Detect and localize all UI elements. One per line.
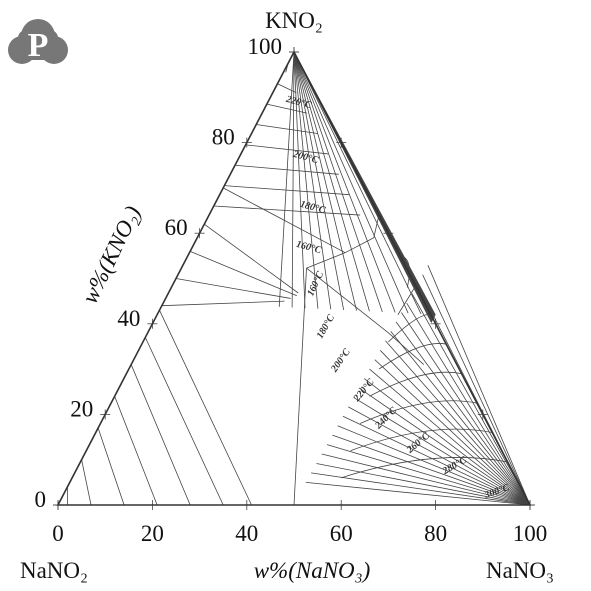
phase-line	[411, 293, 531, 506]
phase-line	[293, 51, 332, 310]
isotherm-curve	[359, 400, 477, 424]
left-axis-title: w%(KNO₂)	[77, 202, 146, 307]
isotherm-label: 220°C	[351, 377, 377, 405]
isotherm-label: 240°C	[373, 405, 400, 432]
phase-line	[175, 278, 291, 299]
phase-lines	[53, 47, 535, 510]
phase-line	[114, 396, 158, 506]
logo: P	[8, 19, 68, 64]
phase-line	[97, 427, 125, 506]
isotherm-curve	[350, 428, 493, 452]
phase-line	[321, 453, 531, 506]
phase-line	[406, 302, 531, 506]
vertex-top: KNO₂	[265, 8, 323, 33]
phase-line	[373, 214, 380, 238]
left-tick-label: 40	[117, 306, 140, 331]
phase-line	[190, 250, 297, 297]
isotherm-curve	[388, 314, 431, 343]
phase-line	[363, 378, 531, 506]
bottom-tick-label: 80	[424, 521, 447, 546]
phase-line	[358, 387, 531, 506]
phase-line	[291, 51, 295, 308]
phase-line	[369, 368, 531, 506]
phase-line	[348, 406, 531, 506]
isotherm-curve	[378, 343, 447, 370]
phase-line	[332, 434, 531, 506]
vertex-right: NaNO₃	[486, 558, 554, 583]
phase-line	[159, 310, 252, 506]
phase-line	[256, 124, 318, 134]
phase-line	[395, 321, 531, 506]
phase-line	[161, 300, 285, 307]
left-tick-label: 80	[212, 125, 235, 150]
phase-line	[390, 331, 531, 506]
phase-line	[293, 51, 345, 311]
phase-line	[266, 103, 308, 114]
phase-line	[337, 425, 531, 506]
phase-line	[293, 51, 422, 314]
bottom-tick-label: 0	[52, 521, 64, 546]
phase-line	[293, 51, 370, 312]
phase-line	[388, 332, 425, 365]
left-tick-label: 20	[70, 396, 93, 421]
isotherm-label: 200°C	[329, 347, 353, 375]
phase-line	[144, 337, 224, 506]
phase-line	[277, 83, 297, 94]
left-tick-label: 0	[35, 487, 47, 512]
phase-line	[326, 444, 531, 506]
isotherm-label: 200°C	[291, 149, 320, 167]
phase-line	[305, 481, 531, 506]
phase-line	[311, 472, 531, 506]
phase-line	[342, 415, 531, 506]
phase-line	[204, 223, 299, 294]
left-tick-label: 100	[248, 34, 283, 59]
phase-line	[385, 340, 531, 506]
phase-line	[427, 265, 531, 506]
phase-line	[293, 268, 307, 506]
bottom-axis-title: w%(NaNO₃)	[254, 558, 371, 583]
bottom-tick-label: 100	[513, 521, 548, 546]
phase-line	[224, 185, 350, 196]
phase-line	[379, 349, 531, 506]
logo-text: P	[28, 27, 49, 64]
bottom-tick-label: 20	[141, 521, 164, 546]
phase-line	[81, 459, 92, 506]
phase-line	[422, 274, 531, 506]
phase-line	[306, 267, 389, 334]
phase-line	[316, 463, 531, 506]
phase-line	[306, 252, 346, 269]
left-tick-label: 60	[165, 215, 188, 240]
phase-line	[374, 359, 531, 506]
phase-line	[130, 364, 191, 506]
isotherm-label: 160°C	[295, 239, 323, 256]
isotherm-curve	[369, 371, 462, 397]
phase-line	[293, 51, 409, 314]
vertex-left: NaNO₂	[20, 558, 88, 583]
phase-line	[213, 205, 361, 216]
phase-line	[293, 51, 383, 313]
isotherm-curve	[400, 255, 410, 288]
phase-line	[293, 51, 396, 313]
phase-line	[293, 51, 357, 311]
phase-line	[278, 51, 295, 307]
phase-line	[293, 51, 306, 309]
phase-line	[353, 397, 531, 506]
isotherm-label: 180°C	[315, 313, 338, 341]
bottom-tick-label: 60	[330, 521, 353, 546]
bottom-tick-label: 40	[235, 521, 258, 546]
phase-line	[245, 144, 329, 155]
phase-line	[293, 51, 319, 309]
isotherm-curve	[341, 457, 508, 479]
phase-line	[401, 312, 531, 506]
isotherm-label: 160°C	[305, 270, 326, 298]
triangle	[56, 50, 532, 506]
